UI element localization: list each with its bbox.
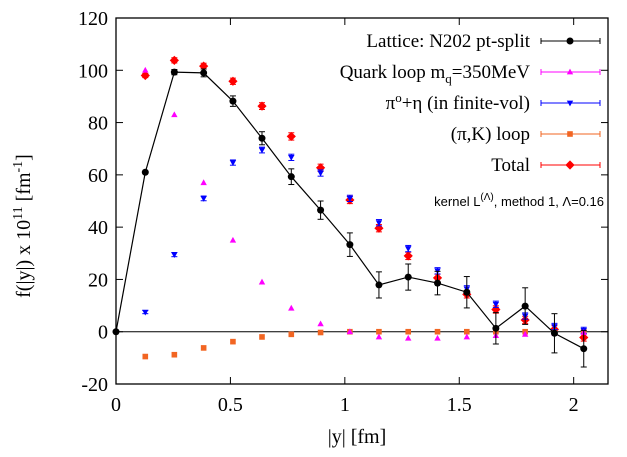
y-tick-label: 80	[88, 113, 108, 135]
data-point	[375, 281, 383, 289]
y-tick-label: 0	[98, 322, 108, 344]
data-point	[230, 338, 236, 345]
data-point	[434, 279, 442, 287]
legend-label: Quark loop mq=350MeV	[340, 62, 531, 86]
data-point	[171, 351, 178, 358]
y-tick-label: 60	[88, 165, 108, 187]
data-point	[521, 302, 529, 310]
legend-item: (π,K) loop	[451, 124, 601, 145]
series-1	[142, 66, 587, 341]
x-tick-label: 1.5	[447, 394, 472, 416]
series-0	[112, 68, 588, 368]
data-point	[142, 309, 149, 316]
legend-label: πo+η (in finite-vol)	[386, 90, 530, 114]
data-point	[317, 320, 324, 327]
legend-item: Quark loop mq=350MeV	[340, 62, 601, 86]
data-point	[346, 241, 354, 249]
legend-label: Total	[491, 155, 530, 176]
x-tick-label: 1	[340, 394, 350, 416]
data-point	[288, 304, 295, 311]
y-tick-label: 40	[88, 217, 108, 239]
data-point	[200, 69, 208, 77]
data-point	[229, 160, 237, 166]
legend-item: πo+η (in finite-vol)	[386, 90, 601, 114]
data-point	[259, 334, 265, 340]
data-point	[317, 329, 324, 336]
data-point	[200, 345, 207, 351]
legend-marker	[567, 131, 573, 137]
data-point	[464, 328, 470, 335]
series-2	[142, 146, 587, 335]
data-point	[141, 168, 149, 176]
legend-marker	[566, 100, 574, 107]
data-point	[580, 345, 588, 353]
data-point	[463, 288, 471, 296]
y-tick-label: 120	[78, 8, 108, 30]
data-point	[317, 170, 324, 177]
annotation: kernel L(Λ), method 1, Λ=0.16	[434, 192, 604, 209]
legend-label: (π,K) loop	[451, 124, 530, 145]
data-point	[404, 273, 412, 281]
plot-frame	[115, 17, 609, 385]
data-point	[375, 333, 383, 340]
legend-marker	[565, 160, 575, 170]
x-axis-title: |y| [fm]	[328, 426, 387, 448]
data-point	[492, 324, 500, 332]
data-point	[142, 353, 149, 360]
data-point	[405, 328, 412, 335]
legend: Lattice: N202 pt-split Quark loop mq=350M…	[340, 31, 601, 176]
x-tick-label: 0.5	[218, 394, 243, 416]
data-point	[200, 179, 207, 186]
data-point	[376, 328, 382, 335]
data-point	[346, 328, 354, 335]
data-point	[288, 331, 295, 338]
data-point	[171, 111, 178, 118]
data-point	[403, 251, 413, 261]
data-point	[317, 206, 325, 214]
data-point	[286, 131, 296, 142]
data-point	[229, 97, 237, 105]
legend-item: Total	[491, 155, 601, 176]
x-tick-label: 2	[569, 394, 579, 416]
legend-item: Lattice: N202 pt-split	[366, 31, 601, 52]
data-point	[170, 68, 178, 76]
y-tick-label: -20	[81, 374, 108, 396]
data-point	[112, 328, 120, 336]
y-axis-title: f(|y|) x 1011 [fm-1]	[11, 154, 35, 298]
data-point	[258, 134, 266, 142]
x-tick-label: 0	[111, 394, 121, 416]
data-point	[171, 252, 178, 258]
series-3	[142, 328, 587, 360]
data-point	[140, 70, 150, 81]
data-point	[257, 101, 267, 111]
data-point	[434, 328, 441, 335]
data-point	[258, 147, 266, 154]
series-layer	[112, 55, 589, 368]
data-point	[229, 236, 237, 243]
data-point	[492, 301, 500, 308]
data-point	[375, 220, 383, 227]
data-point	[288, 154, 295, 161]
legend-marker	[566, 68, 574, 75]
data-point	[463, 333, 471, 340]
y-tick-label: 20	[88, 269, 108, 291]
data-point	[169, 55, 179, 65]
data-point	[434, 334, 441, 341]
legend-label: Lattice: N202 pt-split	[366, 31, 530, 52]
data-point	[258, 278, 266, 285]
data-point	[287, 173, 295, 181]
data-point	[405, 334, 412, 341]
data-point	[346, 195, 354, 202]
data-point	[521, 330, 529, 337]
y-tick-label: 100	[78, 60, 108, 82]
data-point	[228, 76, 238, 86]
legend-marker	[566, 37, 574, 45]
data-point	[199, 61, 209, 71]
data-point	[550, 329, 558, 337]
data-point	[200, 195, 207, 202]
data-point	[405, 246, 412, 252]
data-point	[142, 66, 149, 73]
